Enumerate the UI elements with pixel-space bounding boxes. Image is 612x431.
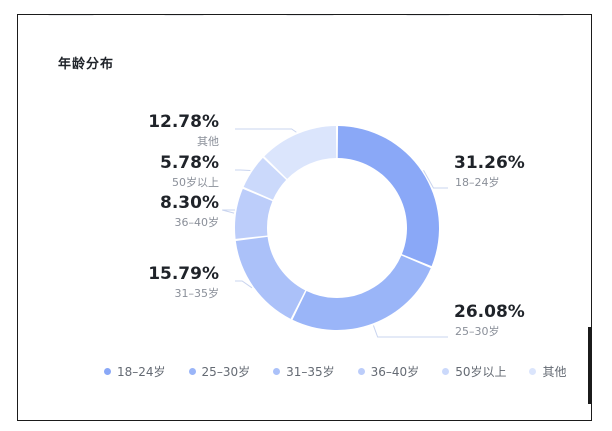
- label-leader-line: [235, 280, 253, 289]
- top-tab[interactable]: [164, 15, 204, 16]
- legend-dot-icon: [357, 367, 365, 375]
- legend-dot-icon: [188, 367, 196, 375]
- top-tab[interactable]: [48, 15, 94, 16]
- slice-value-label: 26.08%: [454, 302, 525, 322]
- slice-value-label: 15.79%: [148, 264, 219, 284]
- legend-label: 其他: [542, 364, 567, 379]
- legend-label: 31–35岁: [286, 364, 335, 379]
- top-tab[interactable]: [406, 15, 450, 16]
- donut-slice[interactable]: [235, 188, 273, 239]
- legend-item[interactable]: 36–40岁: [357, 363, 420, 379]
- slice-value-label: 5.78%: [160, 153, 219, 173]
- chart-title: 年龄分布: [58, 57, 115, 72]
- slice-value-label: 12.78%: [148, 112, 219, 132]
- legend-dot-icon: [529, 367, 537, 375]
- top-tab-strip: [18, 15, 591, 20]
- top-tab[interactable]: [538, 15, 564, 16]
- slice-value-label: 31.26%: [454, 153, 525, 173]
- top-tab[interactable]: [286, 15, 334, 16]
- label-leader-line: [423, 170, 448, 189]
- slice-category-label: 50岁以上: [172, 176, 219, 189]
- label-leader-line: [222, 209, 235, 214]
- slice-category-label: 36–40岁: [174, 216, 220, 229]
- chart-legend: 18–24岁 25–30岁 31–35岁 36–40岁 50岁以上 其他: [104, 363, 566, 379]
- legend-item[interactable]: 18–24岁: [104, 363, 166, 379]
- legend-dot-icon: [442, 367, 450, 375]
- donut-slice[interactable]: [292, 255, 431, 331]
- slice-value-label: 8.30%: [160, 193, 219, 213]
- legend-item[interactable]: 50岁以上: [442, 363, 506, 379]
- slice-category-label: 其他: [197, 135, 219, 148]
- legend-dot-icon: [273, 367, 281, 375]
- donut-slice[interactable]: [235, 236, 306, 319]
- label-leader-line: [235, 128, 297, 133]
- legend-label: 25–30岁: [201, 364, 251, 379]
- legend-item[interactable]: 25–30岁: [188, 363, 251, 379]
- slice-category-label: 25–30岁: [455, 325, 500, 338]
- legend-label: 36–40岁: [370, 364, 420, 379]
- legend-label: 50岁以上: [455, 364, 507, 379]
- legend-label: 18–24岁: [117, 364, 166, 379]
- scrollbar[interactable]: [588, 327, 591, 404]
- donut-slice[interactable]: [243, 157, 287, 200]
- donut-slice[interactable]: [337, 126, 439, 267]
- label-leader-line: [372, 325, 448, 338]
- legend-item[interactable]: 31–35岁: [273, 363, 335, 379]
- legend-dot-icon: [104, 367, 111, 375]
- legend-item[interactable]: 其他: [529, 363, 566, 379]
- slice-category-label: 18–24岁: [455, 176, 500, 189]
- donut-slice[interactable]: [264, 126, 337, 179]
- slice-category-label: 31–35岁: [174, 287, 220, 300]
- age-distribution-card: 年龄分布 31.26% 18–24岁 26.08% 25–30岁 15.79% 31–35…: [17, 14, 592, 421]
- donut-chart: [222, 126, 448, 338]
